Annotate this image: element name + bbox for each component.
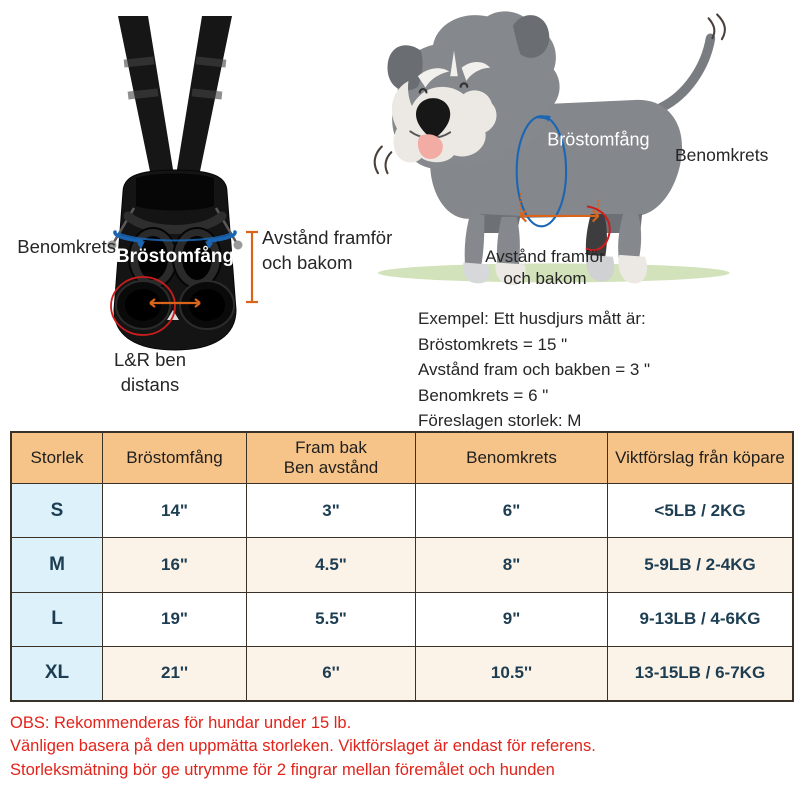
- svg-text:Bröstomfång: Bröstomfång: [116, 246, 234, 267]
- svg-text:Bröstomfång: Bröstomfång: [547, 130, 649, 150]
